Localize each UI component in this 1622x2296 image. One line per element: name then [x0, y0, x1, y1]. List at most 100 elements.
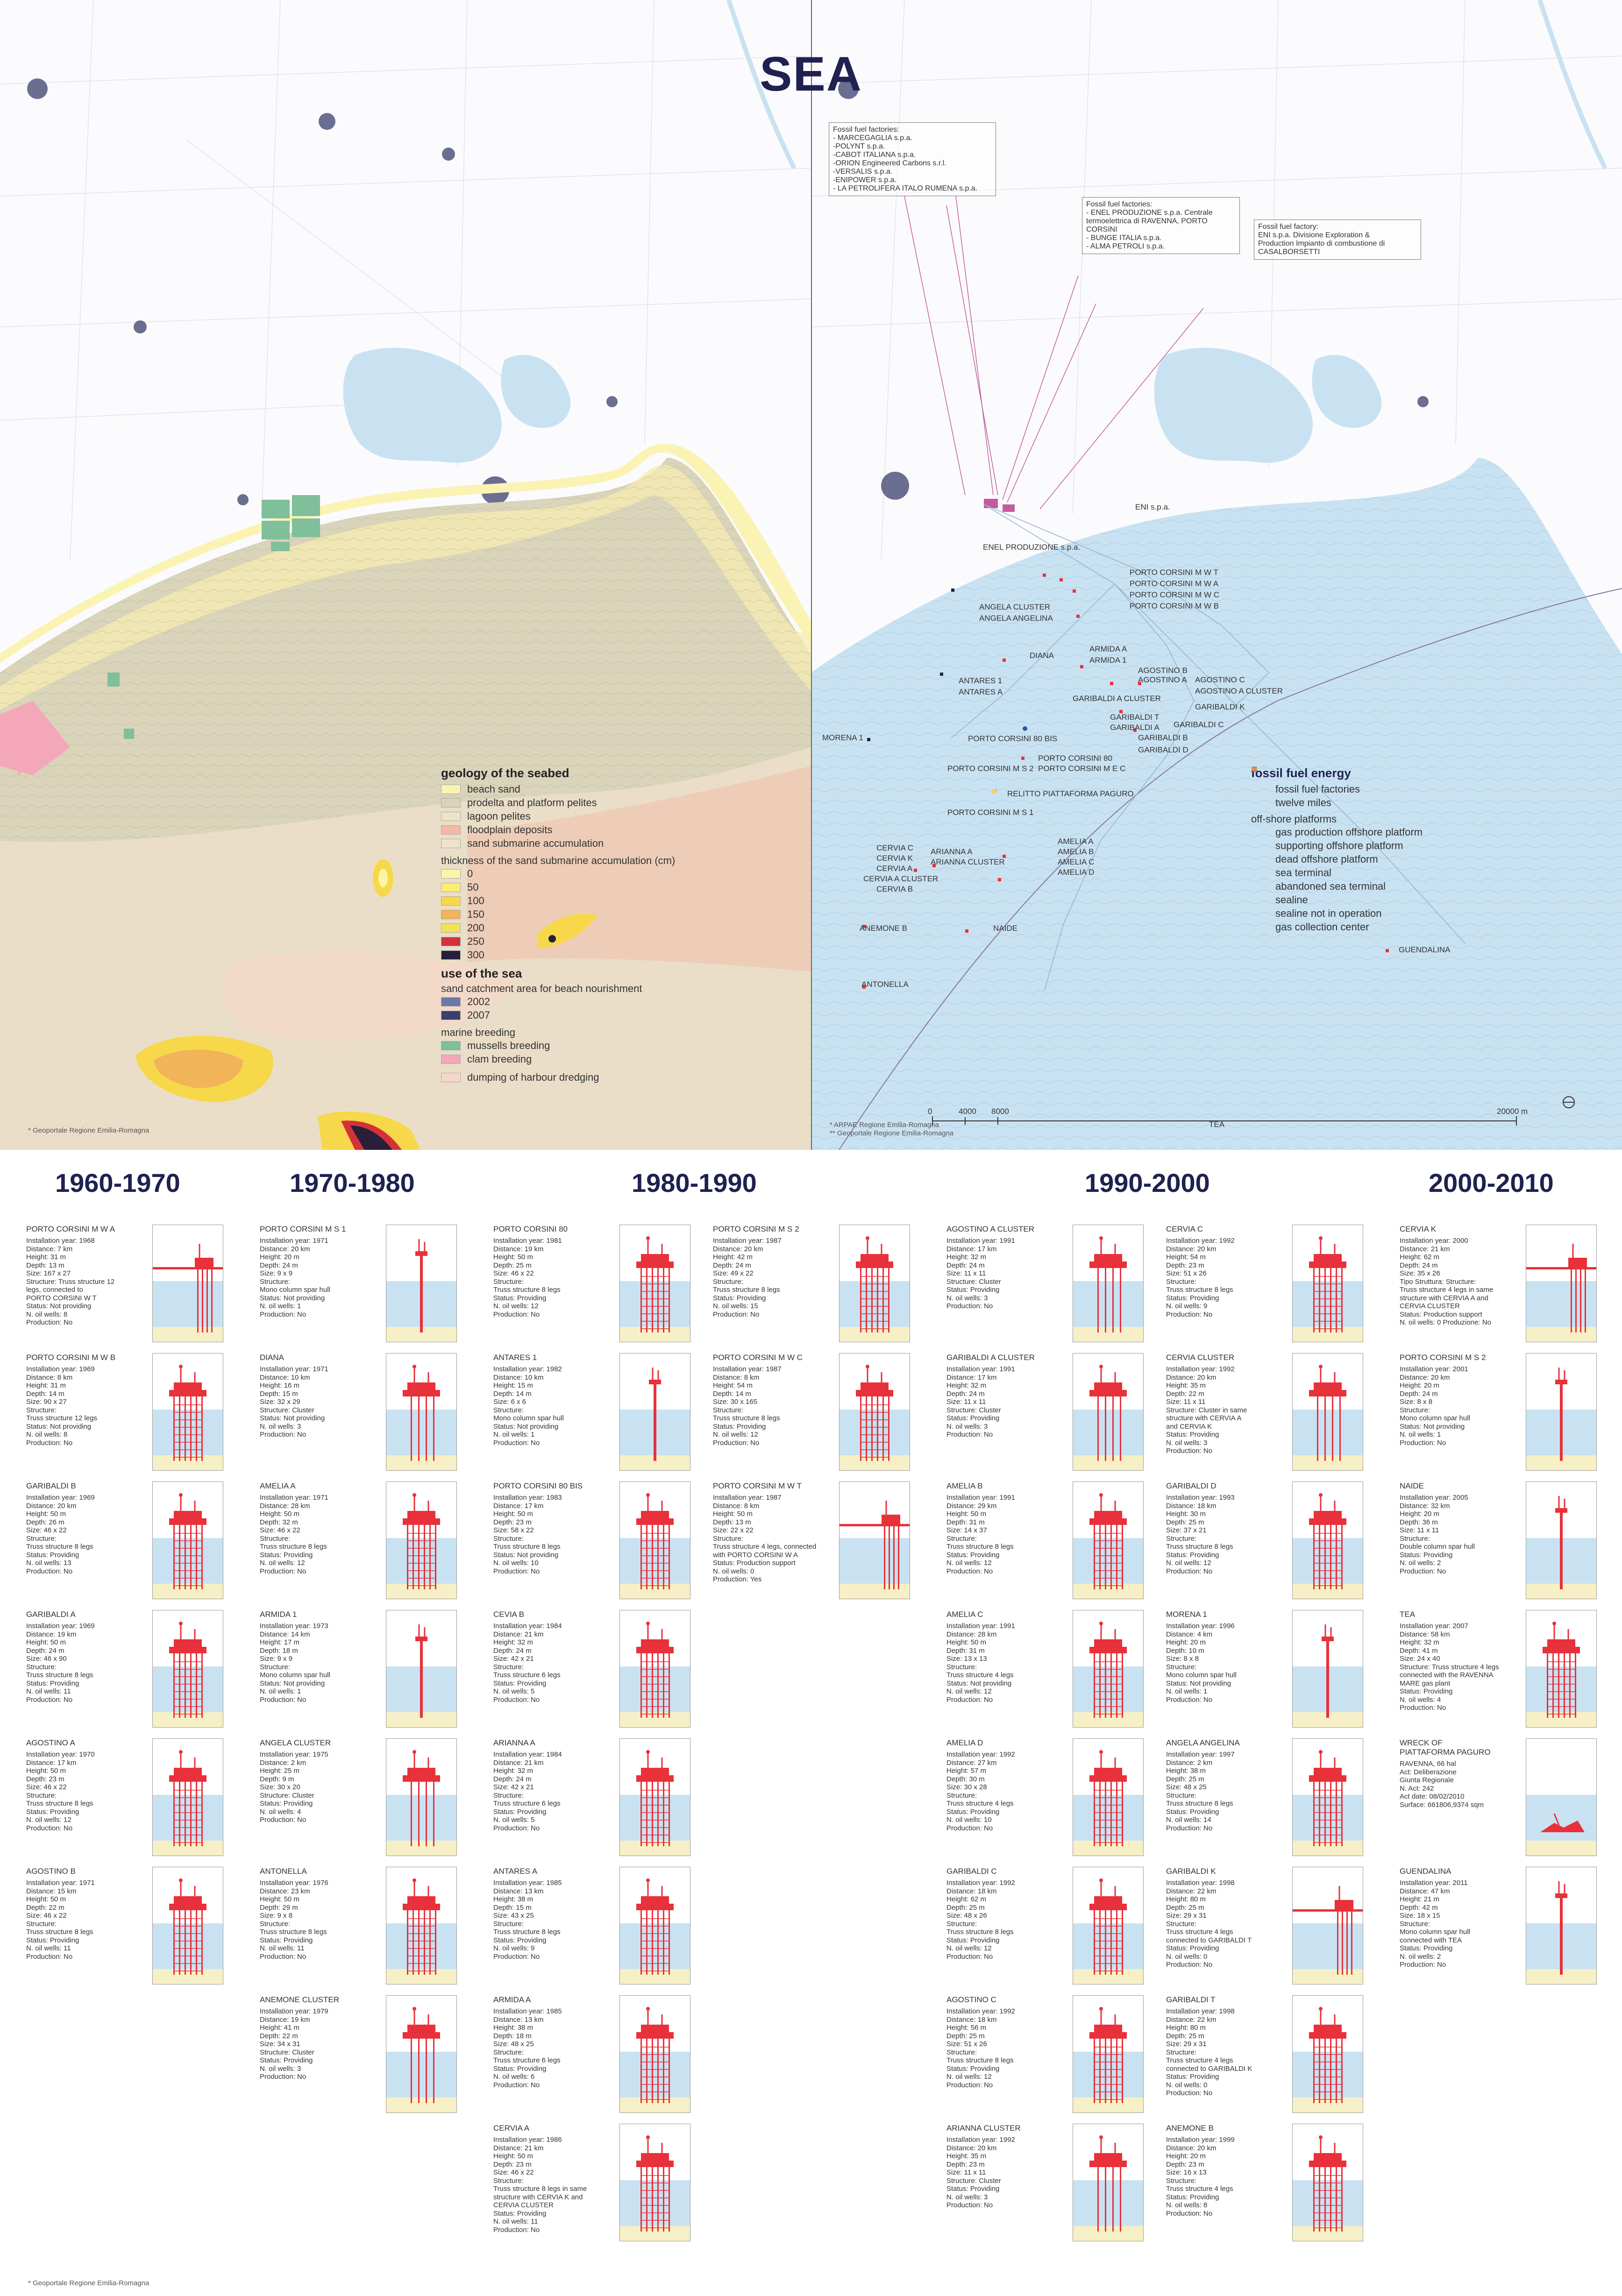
platform-map-label: ARMIDA A	[1089, 645, 1127, 653]
geology-swatch	[441, 825, 461, 835]
platform-entry: GARIBALDI K Installation year: 1998 Dista…	[1166, 1867, 1363, 1988]
platform-illustration	[1526, 1353, 1597, 1471]
platform-details: Installation year: 1991 Distance: 28 km …	[946, 1622, 1015, 1704]
sea-water	[1073, 1538, 1143, 1584]
platform-map-label: PORTO CORSINI M W C	[1130, 590, 1220, 599]
platform-entry: GARIBALDI B Installation year: 1969 Dista…	[26, 1481, 223, 1603]
breeding-row: clam breeding	[441, 1052, 675, 1066]
dumping-row: dumping of harbour dredging	[441, 1070, 675, 1084]
thickness-swatch	[441, 909, 461, 919]
platform-illustration	[1073, 1995, 1144, 2113]
platform-structure-icon	[1555, 1368, 1567, 1461]
platform-details: Installation year: 2007 Distance: 58 km …	[1400, 1622, 1499, 1712]
seabed-strip	[386, 1455, 456, 1470]
platform-entry: GARIBALDI D Installation year: 1993 Dista…	[1166, 1481, 1363, 1603]
thickness-row: 0	[441, 867, 675, 880]
seabed-strip	[1293, 2098, 1363, 2112]
platform-map-label: ANEMONE B	[860, 924, 908, 933]
seabed-strip	[1293, 1841, 1363, 1856]
sea-water	[386, 1923, 456, 1969]
thickness-row: 300	[441, 948, 675, 962]
platform-structure-icon	[415, 1239, 427, 1332]
platform-structure-icon	[1309, 1493, 1346, 1589]
platform-entry: GARIBALDI A Installation year: 1969 Dista…	[26, 1610, 223, 1731]
platform-details: Installation year: 2011 Distance: 47 km …	[1400, 1879, 1470, 1969]
platform-name: ANGELA CLUSTER	[260, 1738, 331, 1747]
platform-map-label: ANTARES 1	[959, 676, 1003, 685]
platform-name: AMELIA A	[260, 1481, 296, 1490]
platform-entry: ARIANNA CLUSTER Installation year: 1992 D…	[946, 2124, 1144, 2245]
offshore-legend-row: sea terminal	[1251, 766, 1423, 879]
decade-1990: 1990-2000	[1085, 1168, 1210, 1198]
scale-8000: 8000	[991, 1107, 1009, 1116]
offshore-legend-label: gas production offshore platform	[1275, 826, 1423, 838]
sea-water	[153, 1410, 223, 1455]
platform-structure-icon	[169, 1365, 206, 1461]
platform-name: ANEMONE CLUSTER	[260, 1995, 340, 2004]
decade-1970: 1970-1980	[290, 1168, 415, 1198]
platform-details: Installation year: 1991 Distance: 17 km …	[946, 1365, 1015, 1439]
platform-structure-icon	[415, 1624, 427, 1718]
geology-swatch	[441, 798, 461, 808]
thickness-row: 200	[441, 921, 675, 935]
platform-details: Installation year: 1969 Distance: 19 km …	[26, 1622, 95, 1704]
platform-details: Installation year: 1998 Distance: 22 km …	[1166, 1879, 1252, 1969]
seabed-strip	[620, 1712, 690, 1727]
platform-structure-icon	[856, 1236, 893, 1332]
platform-entry: AGOSTINO C Installation year: 1992 Distan…	[946, 1995, 1144, 2117]
platform-details: Installation year: 1992 Distance: 18 km …	[946, 1879, 1015, 1961]
seabed-strip	[1293, 1584, 1363, 1599]
platform-entry: PORTO CORSINI M S 2 Installation year: 19…	[713, 1225, 910, 1346]
sea-water	[1293, 1410, 1363, 1455]
platform-structure-icon	[649, 1368, 661, 1461]
sea-water	[839, 1410, 910, 1455]
platform-structure-icon	[1309, 1236, 1346, 1332]
platform-details: Installation year: 1976 Distance: 23 km …	[260, 1879, 328, 1961]
offshore-legend-rows: gas production offshore platform supporti…	[1251, 766, 1423, 934]
line-legend-row: fossil fuel factories	[1251, 768, 1423, 796]
platform-structure-icon	[403, 1750, 440, 1846]
seabed-strip	[1073, 1584, 1143, 1599]
offshore-legend-label: supporting offshore platform	[1275, 840, 1403, 851]
platform-entry: ARIANNA A Installation year: 1984 Distanc…	[493, 1738, 690, 1860]
platform-illustration	[619, 1481, 690, 1599]
seabed-strip	[1073, 2226, 1143, 2241]
platform-entry: GARIBALDI T Installation year: 1998 Dista…	[1166, 1995, 1363, 2117]
seabed-strip	[153, 1712, 223, 1727]
platform-illustration	[386, 1353, 457, 1471]
platform-structure-icon	[153, 1244, 223, 1332]
seabed-strip	[620, 1584, 690, 1599]
catchment-swatch	[441, 1010, 461, 1020]
platform-name: ANTONELLA	[260, 1867, 307, 1876]
platform-structure-icon	[1555, 1881, 1567, 1975]
platform-entry: AGOSTINO A CLUSTER Installation year: 199…	[946, 1225, 1144, 1346]
seabed-strip	[386, 1969, 456, 1984]
platform-map-label: CERVIA C	[876, 843, 914, 852]
platform-illustration	[1526, 1738, 1597, 1856]
platform-name: GARIBALDI K	[1166, 1867, 1216, 1876]
platform-details: Installation year: 1992 Distance: 27 km …	[946, 1750, 1015, 1832]
platform-illustration	[386, 1738, 457, 1856]
geology-swatch	[441, 784, 461, 794]
platform-structure-icon	[1089, 1365, 1127, 1461]
platform-structure-icon	[1293, 1886, 1363, 1975]
platform-name: NAIDE	[1400, 1481, 1424, 1490]
platform-details: RAVENNA, 66 hal Act: Deliberazione Giunt…	[1400, 1760, 1484, 1809]
platform-illustration	[152, 1610, 223, 1728]
platform-name: PORTO CORSINI M S 1	[260, 1225, 346, 1233]
sea-water	[620, 1281, 690, 1327]
seabed-strip	[1293, 2226, 1363, 2241]
platform-details: Installation year: 1970 Distance: 17 km …	[26, 1750, 95, 1832]
platform-name: ANTARES A	[493, 1867, 538, 1876]
dumping-label: dumping of harbour dredging	[467, 1071, 599, 1083]
platform-entry: WRECK OF PIATTAFORMA PAGURO RAVENNA, 66 h…	[1400, 1738, 1597, 1860]
platform-map-label: TEA	[1209, 1120, 1225, 1129]
platform-structure-icon	[1309, 2007, 1346, 2103]
fact-box-3: Fossil fuel factory: ENI s.p.a. Division…	[1254, 220, 1421, 260]
platform-name: AGOSTINO B	[26, 1867, 76, 1876]
platform-name: AGOSTINO C	[946, 1995, 996, 2004]
platform-details: Installation year: 1985 Distance: 13 km …	[493, 1879, 562, 1961]
platform-structure-icon	[1555, 1496, 1567, 1589]
thickness-row: 50	[441, 880, 675, 894]
sea-water	[386, 1410, 456, 1455]
